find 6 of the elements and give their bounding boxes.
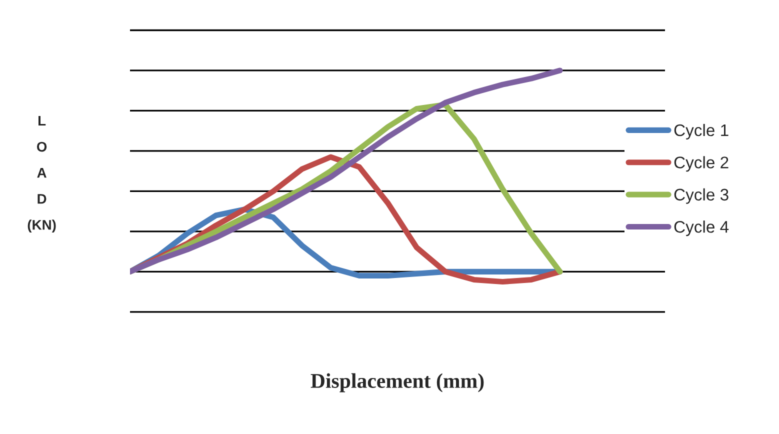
- x-axis-title: Displacement (mm): [310, 373, 484, 392]
- legend-label: Cycle 4: [674, 220, 729, 236]
- y-axis-title: L O A D (KN): [28, 116, 56, 233]
- legend-label: Cycle 2: [674, 156, 728, 172]
- legend-label: Cycle 3: [674, 188, 728, 204]
- legend-label: Cycle 1: [674, 124, 728, 140]
